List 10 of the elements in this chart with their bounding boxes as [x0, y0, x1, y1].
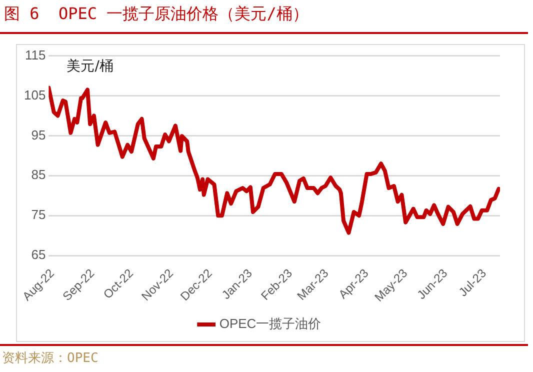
- y-tick-label: 85: [31, 167, 46, 182]
- y-tick-label: 95: [31, 127, 46, 142]
- legend-label: OPEC一揽子油价: [219, 316, 322, 332]
- chart-title: 图 6 OPEC 一揽子原油价格（美元/桶）: [4, 4, 308, 25]
- y-tick-label: 65: [31, 247, 46, 262]
- text: 资料来源：OPEC: [2, 350, 98, 367]
- y-tick-label: 75: [31, 207, 46, 222]
- y-tick-label: 115: [24, 47, 46, 62]
- y-tick-label: 105: [24, 87, 46, 102]
- y-axis-title: 美元/桶: [66, 58, 114, 74]
